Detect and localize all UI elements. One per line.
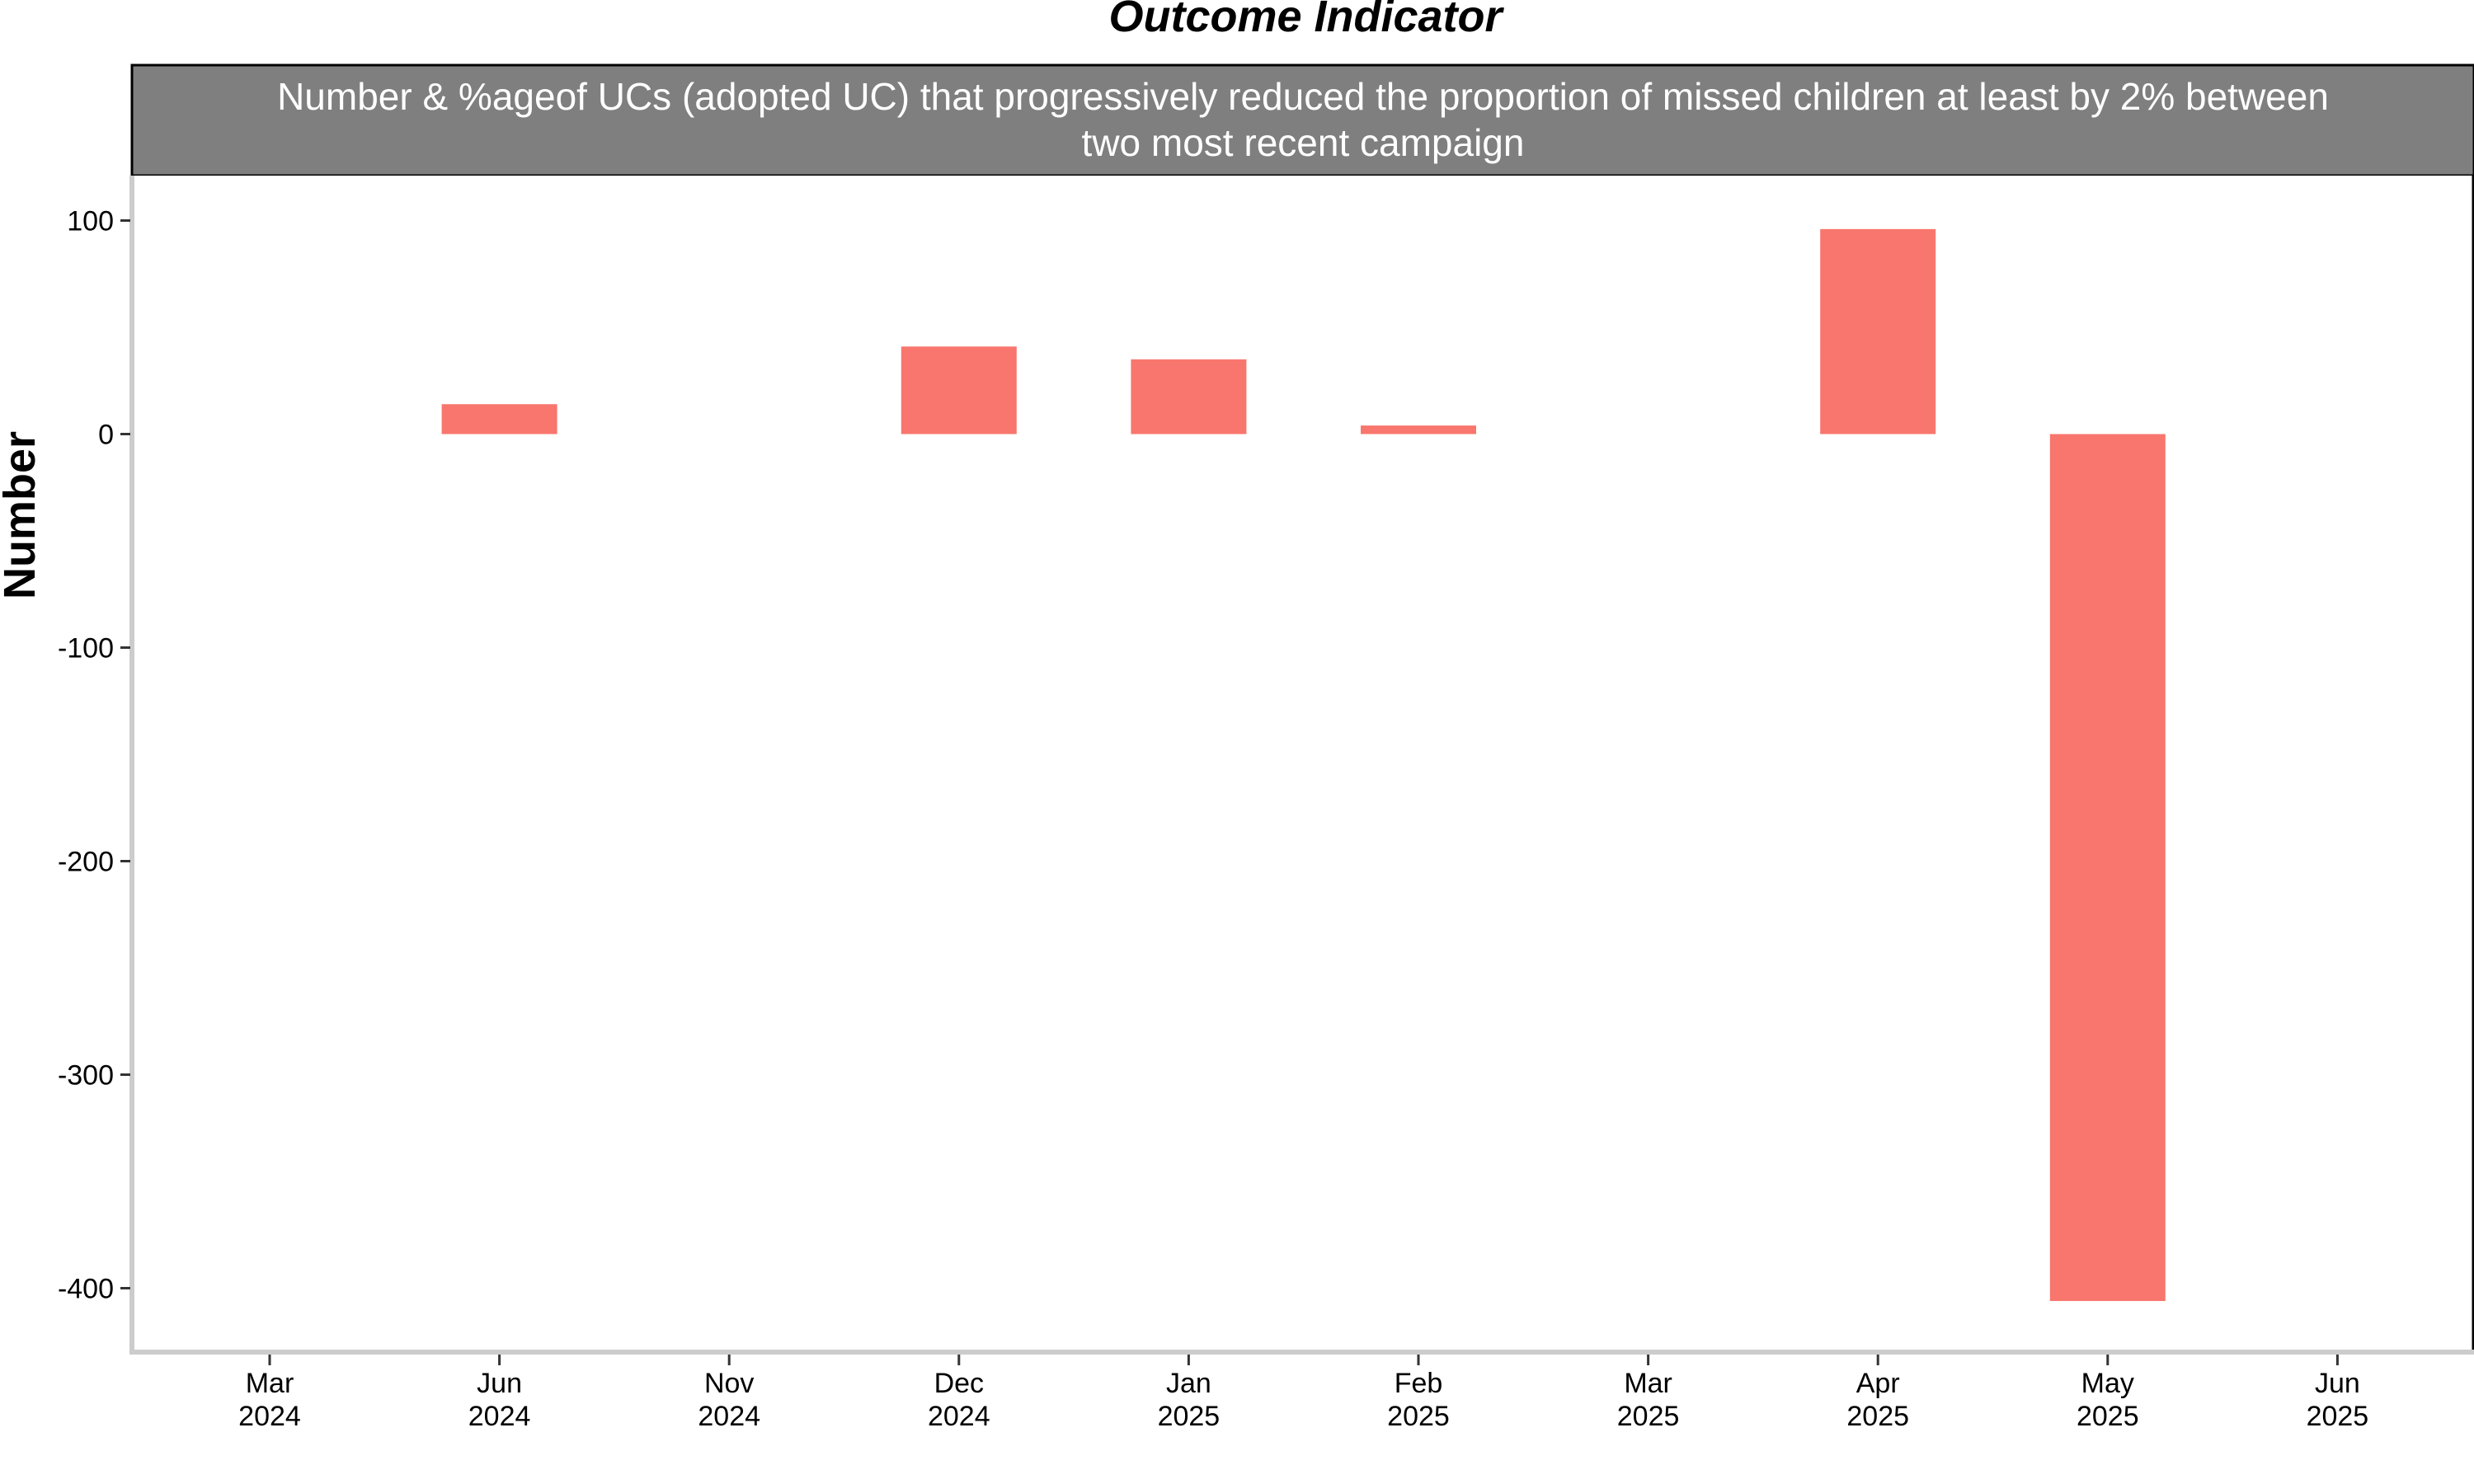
facet-strip	[130, 63, 2474, 177]
x-tick-label-year: 2025	[2307, 1401, 2369, 1432]
x-tick-label-month: Feb	[1395, 1368, 1443, 1399]
facet-label-line-1: Number & %ageof UCs (adopted UC) that pr…	[277, 75, 2329, 118]
bar-may-2025	[2049, 434, 2166, 1302]
bar-jun-2024	[441, 404, 557, 434]
x-tick-label-year: 2024	[928, 1401, 990, 1432]
x-tick-label-year: 2025	[1846, 1401, 1909, 1432]
y-tick-label: -100	[58, 633, 114, 665]
facet-label-line-2: two most recent campaign	[1082, 121, 1525, 164]
y-tick-label: 0	[98, 420, 114, 451]
y-axis-label: Number	[0, 431, 45, 599]
x-tick-label-month: Mar	[1624, 1368, 1672, 1399]
y-tick-label: -300	[58, 1060, 114, 1092]
y-ticks: 100 0 -100 -200 -300 -400	[58, 206, 130, 1305]
x-tick-label-month: Apr	[1856, 1368, 1900, 1399]
x-ticks: Mar2024Jun2024Nov2024Dec2024Jan2025Feb20…	[238, 1355, 2368, 1432]
x-tick-label-month: Dec	[934, 1368, 984, 1399]
x-tick-label-year: 2025	[1617, 1401, 1680, 1432]
x-tick-label-month: Mar	[246, 1368, 294, 1399]
bar-dec-2024	[901, 346, 1017, 434]
x-tick-label-year: 2025	[1158, 1401, 1221, 1432]
x-tick-label-year: 2024	[238, 1401, 301, 1432]
x-tick-label-year: 2024	[468, 1401, 531, 1432]
x-tick-label-month: Jan	[1166, 1368, 1211, 1399]
y-tick-label: 100	[67, 206, 114, 237]
x-tick-label-month: Jun	[477, 1368, 522, 1399]
chart-title: Outcome Indicator	[1108, 0, 1504, 41]
bar-jan-2025	[1131, 359, 1247, 434]
bar-apr-2025	[1820, 228, 1936, 434]
x-tick-label-month: Jun	[2315, 1368, 2360, 1399]
x-tick-label-month: Nov	[704, 1368, 754, 1399]
x-tick-label-month: May	[2081, 1368, 2134, 1399]
x-tick-label-year: 2025	[1387, 1401, 1450, 1432]
bars	[441, 228, 2166, 1302]
bar-feb-2025	[1361, 425, 1476, 434]
x-tick-label-year: 2025	[2077, 1401, 2139, 1432]
y-tick-label: -200	[58, 847, 114, 878]
y-tick-label: -400	[58, 1274, 114, 1305]
x-tick-label-year: 2024	[698, 1401, 760, 1432]
